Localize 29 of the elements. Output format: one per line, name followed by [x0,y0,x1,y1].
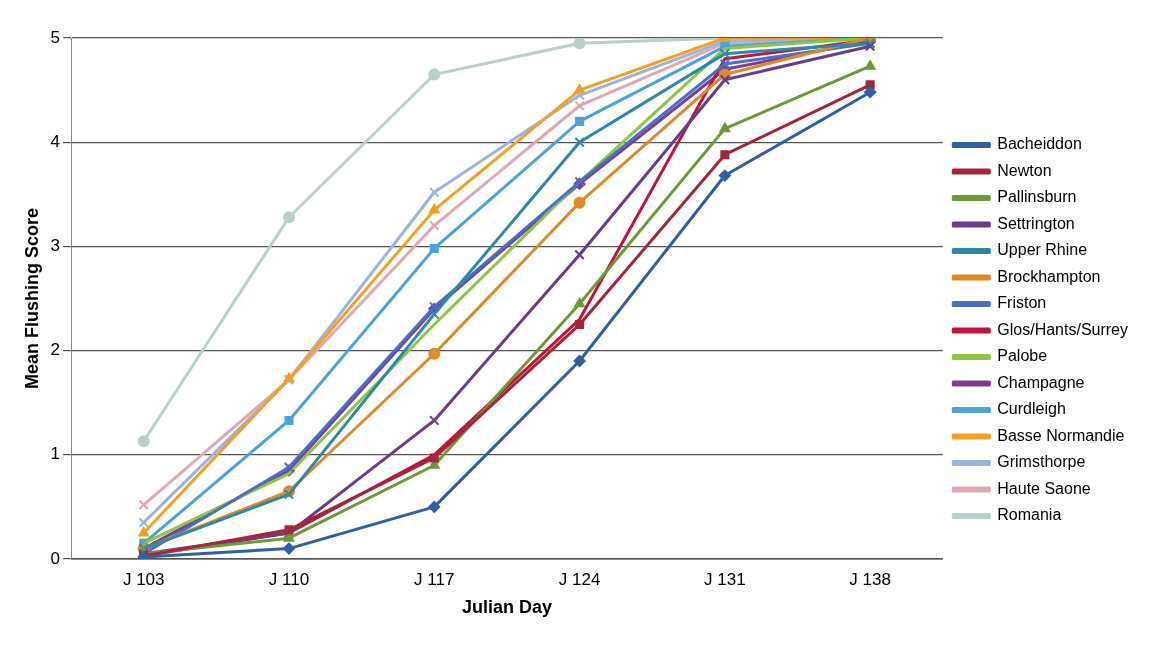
y-tick-label: 1 [50,444,61,464]
legend-label: Palobe [997,347,1048,365]
legend-label: Bacheiddon [997,135,1082,153]
legend-label: Friston [997,294,1047,312]
legend-label: Grimsthorpe [997,453,1086,471]
x-axis-title: Julian Day [461,597,552,618]
y-tick-label: 3 [50,236,61,256]
x-tick-label: J 138 [849,569,891,589]
y-axis-title: Mean Flushing Score [21,207,42,390]
y-tick-label: 2 [50,340,61,360]
y-tick-label: 0 [50,548,61,568]
legend-label: Glos/Hants/Surrey [997,320,1129,338]
legend-label: Pallinsburn [997,188,1077,206]
x-tick-label: J 131 [704,569,746,589]
x-tick-label: J 117 [414,569,455,589]
legend-label: Curdleigh [997,400,1066,418]
legend-label: Haute Saone [997,479,1091,497]
x-tick-label: J 110 [268,569,310,589]
legend-label: Newton [997,161,1052,179]
x-tick-label: J 124 [558,569,601,589]
legend-label: Settrington [997,214,1075,232]
legend-label: Romania [997,506,1062,524]
legend-label: Basse Normandie [997,426,1125,444]
legend-label: Upper Rhine [997,241,1088,259]
x-tick-label: J 103 [122,569,165,589]
y-tick-label: 5 [50,27,61,47]
y-tick-label: 4 [50,131,61,151]
legend-label: Brockhampton [997,267,1101,285]
legend-label: Champagne [997,373,1085,391]
